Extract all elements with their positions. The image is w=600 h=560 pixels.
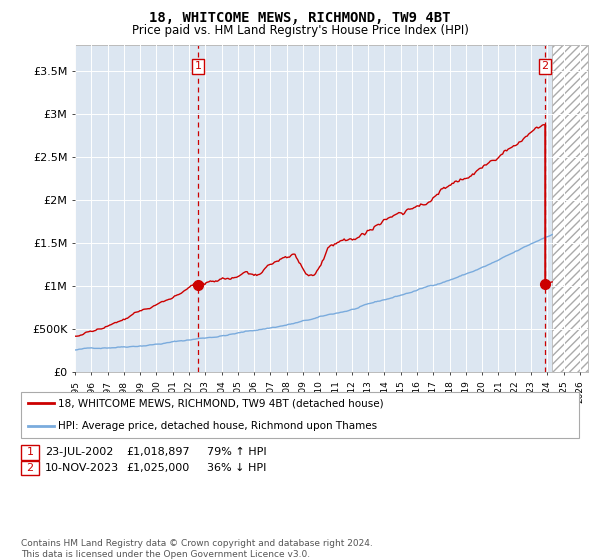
Text: 79% ↑ HPI: 79% ↑ HPI	[207, 447, 266, 458]
Text: 36% ↓ HPI: 36% ↓ HPI	[207, 463, 266, 473]
Text: 1: 1	[26, 447, 34, 458]
Text: 18, WHITCOME MEWS, RICHMOND, TW9 4BT (detached house): 18, WHITCOME MEWS, RICHMOND, TW9 4BT (de…	[58, 398, 384, 408]
Text: Price paid vs. HM Land Registry's House Price Index (HPI): Price paid vs. HM Land Registry's House …	[131, 24, 469, 36]
Text: HPI: Average price, detached house, Richmond upon Thames: HPI: Average price, detached house, Rich…	[58, 421, 377, 431]
Text: 1: 1	[194, 62, 202, 71]
Text: £1,018,897: £1,018,897	[126, 447, 190, 458]
Text: Contains HM Land Registry data © Crown copyright and database right 2024.
This d: Contains HM Land Registry data © Crown c…	[21, 539, 373, 559]
Text: 10-NOV-2023: 10-NOV-2023	[45, 463, 119, 473]
Text: 2: 2	[26, 463, 34, 473]
Text: 18, WHITCOME MEWS, RICHMOND, TW9 4BT: 18, WHITCOME MEWS, RICHMOND, TW9 4BT	[149, 11, 451, 25]
Text: £1,025,000: £1,025,000	[126, 463, 189, 473]
Text: 23-JUL-2002: 23-JUL-2002	[45, 447, 113, 458]
Text: 2: 2	[541, 62, 548, 71]
